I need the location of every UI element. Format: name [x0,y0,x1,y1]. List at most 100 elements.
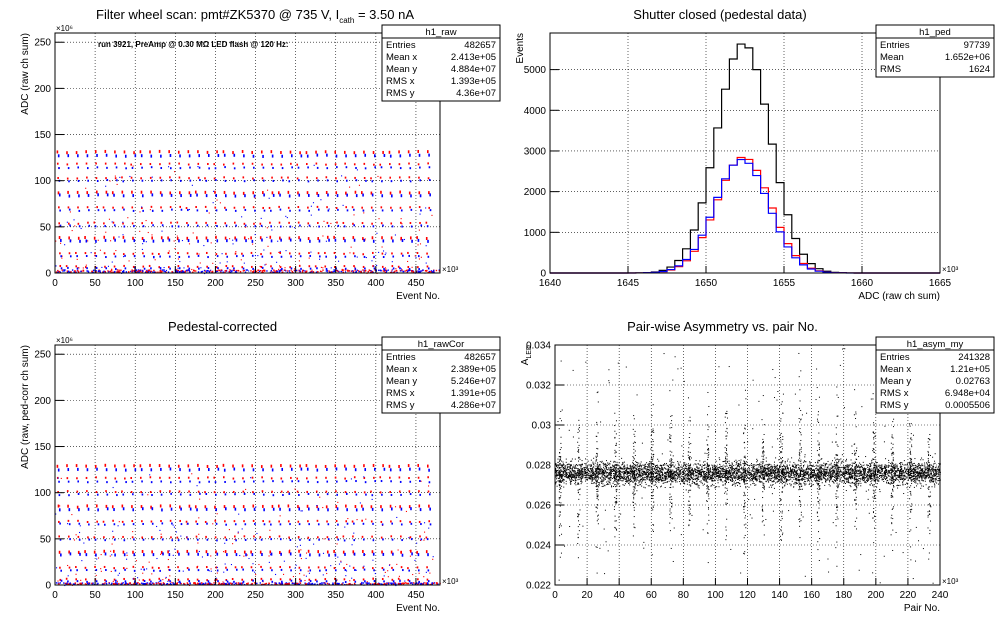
data-point [754,471,756,473]
data-point [325,255,327,258]
data-point [84,252,87,255]
data-point-scatter [280,583,282,585]
data-point [849,468,851,470]
data-point [908,470,910,472]
data-point [688,474,690,476]
data-point [215,194,218,198]
data-point [829,477,831,479]
data-point [938,475,940,477]
x-tick-label: 200 [207,590,224,601]
data-point [216,552,219,556]
data-point-baseline [149,583,151,586]
data-point [94,538,97,541]
data-point [776,481,778,483]
data-point [106,493,109,496]
data-point [638,475,640,477]
data-point [224,166,226,169]
data-point [739,479,741,481]
data-point [187,239,190,243]
data-point [680,478,682,480]
data-point-baseline [115,583,117,585]
data-point [93,236,96,240]
data-point [672,486,674,488]
data-point [326,520,328,523]
data-point-scatter [99,249,101,251]
data-point [148,578,151,581]
data-point-baseline [279,269,282,271]
data-point [875,485,877,487]
data-point [167,236,169,240]
data-point-scatter [81,560,83,562]
data-point-baseline [291,270,293,273]
data-point [932,477,934,479]
data-point [572,479,574,481]
data-point [68,508,71,512]
data-point [756,479,758,481]
data-point [374,480,376,483]
data-point [630,477,632,479]
data-point-baseline [315,271,318,273]
data-point [362,209,365,212]
data-point-baseline [123,270,125,272]
data-point-scatter [56,567,58,569]
data-point [298,549,300,553]
x-tick-label: 1665 [929,278,952,289]
data-point [362,538,365,541]
data-point [555,471,557,473]
data-point [767,470,769,472]
data-point [374,467,376,471]
data-point [352,550,355,554]
data-point [113,209,116,212]
data-point [596,480,598,482]
data-point-scatter [212,202,214,204]
data-point-scatter [311,269,313,271]
data-point [178,255,181,258]
data-point [169,490,171,493]
data-point [771,484,773,486]
data-point [630,466,632,468]
data-point [261,553,263,557]
data-point [820,465,822,467]
data-point-baseline [218,582,220,584]
data-point-baseline [114,583,116,585]
data-point [149,476,152,479]
data-point [866,464,868,466]
x-tick-label: 350 [327,278,344,289]
data-point [766,472,768,474]
data-point [900,463,902,465]
data-point [847,478,849,480]
data-point [160,236,163,240]
data-point-scatter [305,557,307,559]
chart-title: Filter wheel scan: pmt#ZK5370 @ 735 V, I… [96,7,414,25]
data-point [724,469,726,471]
data-point [78,225,81,228]
data-point-baseline [72,583,75,585]
data-point [797,477,799,479]
data-point [307,480,309,483]
data-point [400,507,403,511]
data-point-baseline [155,271,157,273]
data-point-scatter [138,579,140,581]
data-point-baseline [276,270,278,273]
data-point [124,267,127,270]
data-point [324,150,327,154]
data-point-scatter [151,234,153,236]
data-point-baseline [284,583,286,585]
data-point [224,206,226,209]
data-point [223,190,226,194]
data-point [133,255,136,258]
data-point [842,467,844,469]
data-point-baseline [139,269,141,272]
data-point-scatter [71,514,73,516]
data-point-scatter [285,215,287,217]
data-point-baseline [285,270,287,272]
data-point-scatter [111,221,113,223]
data-point [913,472,915,474]
data-point-scatter [431,214,433,216]
data-point [574,483,576,485]
data-point [345,191,347,195]
data-point [871,473,873,475]
data-point-scatter [420,480,422,482]
data-point-scatter [169,575,171,577]
